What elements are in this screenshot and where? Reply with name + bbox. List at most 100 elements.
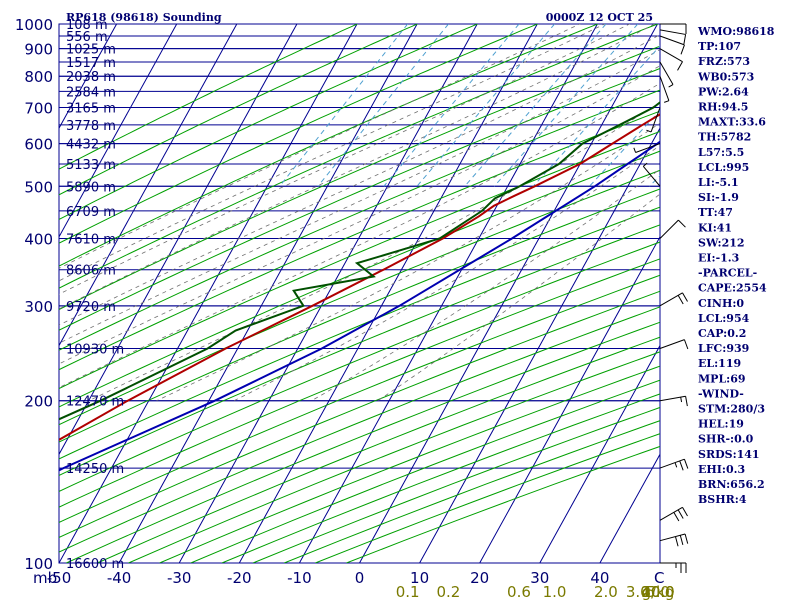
temperature-tick-label: 30 <box>530 569 549 587</box>
index-text: MPL:69 <box>698 372 746 385</box>
wind-barb-feather <box>683 459 689 469</box>
moist-adiabat-line <box>311 168 660 402</box>
height-label: 1025 m <box>66 43 116 58</box>
mixing-ratio-label: 5.0 <box>646 583 670 600</box>
height-label: 2038 m <box>66 70 116 85</box>
dry-adiabat-line <box>59 45 660 311</box>
mixing-ratio-line <box>589 109 660 187</box>
wind-barb-feather <box>677 295 684 305</box>
pressure-tick-label: 300 <box>24 298 53 316</box>
temperature-tick-label: -40 <box>107 569 132 587</box>
index-text: MAXT:33.6 <box>698 116 766 129</box>
moist-adiabat-line <box>156 122 660 402</box>
dry-adiabat-line <box>59 224 660 476</box>
mixing-ratio-label: 3.0 <box>626 583 650 600</box>
wind-barb <box>659 395 686 402</box>
dry-adiabat-line <box>59 110 660 371</box>
wind-barb-feather <box>673 512 680 522</box>
wind-barb-feather <box>680 44 685 55</box>
index-text: -WIND- <box>698 387 744 400</box>
indices-panel: WMO:98618 TP:107 FRZ:573 WB0:573 PW:2.64 RH:9… <box>697 25 775 506</box>
pressure-tick-label: 800 <box>24 68 53 86</box>
dry-adiabat-line <box>59 24 599 267</box>
pressure-tick-label: 700 <box>24 99 53 117</box>
index-text: BRN:656.2 <box>698 478 765 491</box>
isotherm-line <box>178 24 478 563</box>
index-text: SRDS:141 <box>698 448 760 461</box>
wind-barb-feather <box>677 61 683 71</box>
index-text: PW:2.64 <box>698 85 749 98</box>
index-text: LI:-5.1 <box>698 176 739 189</box>
moist-adiabat-line <box>59 24 606 282</box>
dry-adiabat-line <box>59 24 419 196</box>
pressure-unit-label: mb <box>33 569 57 587</box>
mixing-ratio-line <box>532 45 660 187</box>
wind-barb <box>659 219 679 239</box>
height-label: 1517 m <box>66 56 116 71</box>
wind-barb-feather <box>682 292 688 302</box>
index-text: SHR-:0.0 <box>698 433 754 446</box>
index-text: CAPE:2554 <box>698 282 767 295</box>
temperature-tick-label: 0 <box>355 569 365 587</box>
pressure-tick-label: 200 <box>24 393 53 411</box>
height-label: 5133 m <box>66 158 116 173</box>
isotherm-line <box>59 24 298 456</box>
index-text: RH:94.5 <box>698 101 748 114</box>
temperature-tick-label: 10 <box>410 569 429 587</box>
wind-barb-feather <box>677 509 684 519</box>
temperature-tick-label: -30 <box>167 569 192 587</box>
wind-barb-half-feather <box>668 84 674 88</box>
dry-adiabat-line <box>59 274 660 523</box>
wind-barb-half-feather <box>633 147 637 153</box>
wind-barb <box>659 76 670 101</box>
index-text: LCL:954 <box>698 312 750 325</box>
index-text: WB0:573 <box>697 70 754 83</box>
moist-adiabat-line <box>59 65 660 365</box>
height-label: 16600 m <box>66 557 124 572</box>
height-label: 7610 m <box>66 232 116 247</box>
wind-barb-feather <box>683 34 687 45</box>
wind-barb-half-feather <box>664 100 670 103</box>
index-text: LFC:939 <box>698 342 749 355</box>
index-text: FRZ:573 <box>698 55 750 68</box>
height-label: 3778 m <box>66 119 116 134</box>
wind-barb-half-feather <box>674 462 678 468</box>
dry-adiabat-line <box>59 169 660 426</box>
mixing-ratio-line <box>383 24 520 187</box>
height-label: 556 m <box>66 30 108 45</box>
isotherm-line <box>359 24 658 563</box>
index-text: -PARCEL- <box>698 267 757 280</box>
dry-adiabat-line <box>59 150 660 408</box>
pressure-tick-label: 100 <box>24 555 53 573</box>
mixing-ratio-line <box>279 24 409 187</box>
mixing-ratio-label: 10.0 <box>641 583 674 600</box>
wind-barb <box>659 35 685 46</box>
isotherm-line <box>238 24 538 563</box>
dry-adiabat-line <box>97 336 660 563</box>
wind-barb-feather <box>674 536 679 547</box>
height-label: 5890 m <box>66 180 116 195</box>
index-text: KI:41 <box>698 221 732 234</box>
dry-adiabat-line <box>59 206 660 460</box>
dry-adiabat-line <box>59 89 660 351</box>
temperature-tick-label: 20 <box>470 569 489 587</box>
isotherm-line <box>599 453 660 563</box>
isotherm-line <box>59 24 118 130</box>
wind-barb <box>650 107 661 133</box>
pressure-tick-label: 600 <box>24 136 53 154</box>
wind-barb-half-feather <box>642 162 648 167</box>
moist-adiabat-line <box>59 49 660 344</box>
mixing-ratio-line <box>493 24 639 187</box>
height-label: 6709 m <box>66 205 116 220</box>
mixing-ratio-label: 1.0 <box>543 583 567 600</box>
index-text: LCL:995 <box>698 161 749 174</box>
height-label: 3165 m <box>66 101 116 116</box>
index-text: TH:5782 <box>698 131 751 144</box>
dry-adiabat-line <box>59 258 660 508</box>
dry-adiabat-line <box>59 24 359 170</box>
isotherm-line <box>479 235 660 563</box>
moist-adiabat-line <box>59 34 660 326</box>
isotherm-line <box>59 24 238 347</box>
wind-barb <box>659 506 683 521</box>
